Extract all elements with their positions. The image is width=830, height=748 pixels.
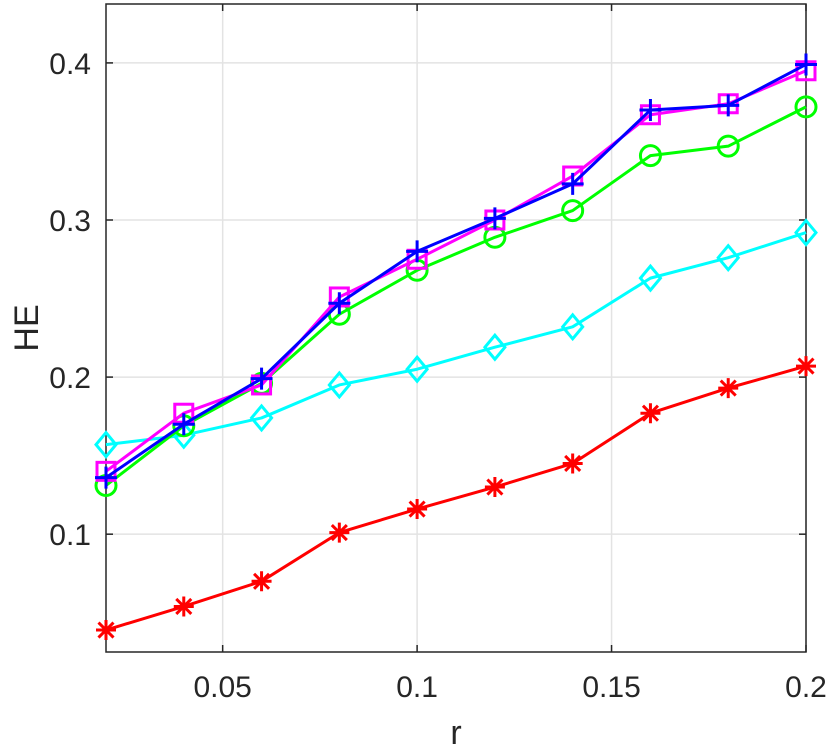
series-4 bbox=[95, 60, 817, 482]
plot-area-frame bbox=[105, 3, 807, 653]
data-point-circle bbox=[716, 134, 740, 158]
data-point-diamond bbox=[482, 332, 507, 362]
y-tick-label: 0.2 bbox=[49, 362, 91, 395]
data-point-diamond bbox=[794, 218, 818, 247]
series-line bbox=[105, 364, 807, 632]
axis-ticks: 0.05 0.1 0.15 0.2 0.1 0.2 0.3 0.4 bbox=[49, 4, 827, 704]
data-point-plus bbox=[717, 94, 740, 117]
data-point-circle bbox=[561, 199, 585, 223]
data-point-diamond bbox=[560, 312, 585, 342]
data-point-diamond bbox=[327, 370, 352, 400]
data-point-diamond bbox=[638, 263, 663, 293]
data-point-asterisk bbox=[562, 453, 583, 474]
data-point-plus bbox=[172, 413, 195, 436]
data-point-diamond bbox=[94, 430, 118, 459]
series-group bbox=[94, 53, 818, 641]
series-3 bbox=[94, 95, 818, 497]
data-point-plus bbox=[561, 172, 584, 195]
data-point-asterisk bbox=[251, 571, 272, 592]
series-line bbox=[105, 231, 807, 447]
data-point-plus bbox=[328, 292, 351, 315]
data-point-asterisk bbox=[718, 378, 739, 399]
data-point-asterisk bbox=[640, 403, 661, 424]
x-tick-label: 0.2 bbox=[785, 671, 827, 704]
data-point-plus bbox=[795, 53, 817, 76]
data-point-plus bbox=[639, 99, 662, 122]
series-5 bbox=[95, 53, 817, 489]
x-axis-label: r bbox=[450, 714, 461, 748]
data-point-diamond bbox=[716, 243, 741, 273]
data-point-plus bbox=[95, 466, 117, 489]
series-line bbox=[105, 69, 807, 473]
series-1 bbox=[96, 356, 816, 641]
x-tick-label: 0.1 bbox=[396, 671, 438, 704]
data-point-asterisk bbox=[329, 522, 350, 543]
data-point-asterisk bbox=[96, 620, 116, 641]
x-tick-label: 0.15 bbox=[582, 671, 640, 704]
data-point-diamond bbox=[405, 354, 430, 384]
y-tick-label: 0.4 bbox=[49, 48, 91, 81]
series-line bbox=[105, 63, 807, 479]
data-point-asterisk bbox=[484, 477, 505, 498]
series-line bbox=[105, 105, 807, 487]
grid bbox=[106, 4, 807, 652]
data-point-circle bbox=[638, 144, 662, 168]
data-point-asterisk bbox=[407, 499, 428, 520]
data-point-asterisk bbox=[173, 596, 194, 617]
x-tick-label: 0.05 bbox=[193, 671, 251, 704]
series-2 bbox=[94, 218, 818, 459]
y-tick-label: 0.1 bbox=[49, 519, 91, 552]
y-tick-label: 0.3 bbox=[49, 205, 91, 238]
data-point-diamond bbox=[249, 403, 274, 433]
data-point-circle bbox=[794, 95, 818, 119]
data-point-plus bbox=[483, 207, 506, 230]
data-point-plus bbox=[406, 240, 429, 263]
y-axis-label: HE bbox=[8, 304, 46, 351]
data-point-plus bbox=[250, 367, 273, 390]
data-point-asterisk bbox=[796, 356, 816, 377]
